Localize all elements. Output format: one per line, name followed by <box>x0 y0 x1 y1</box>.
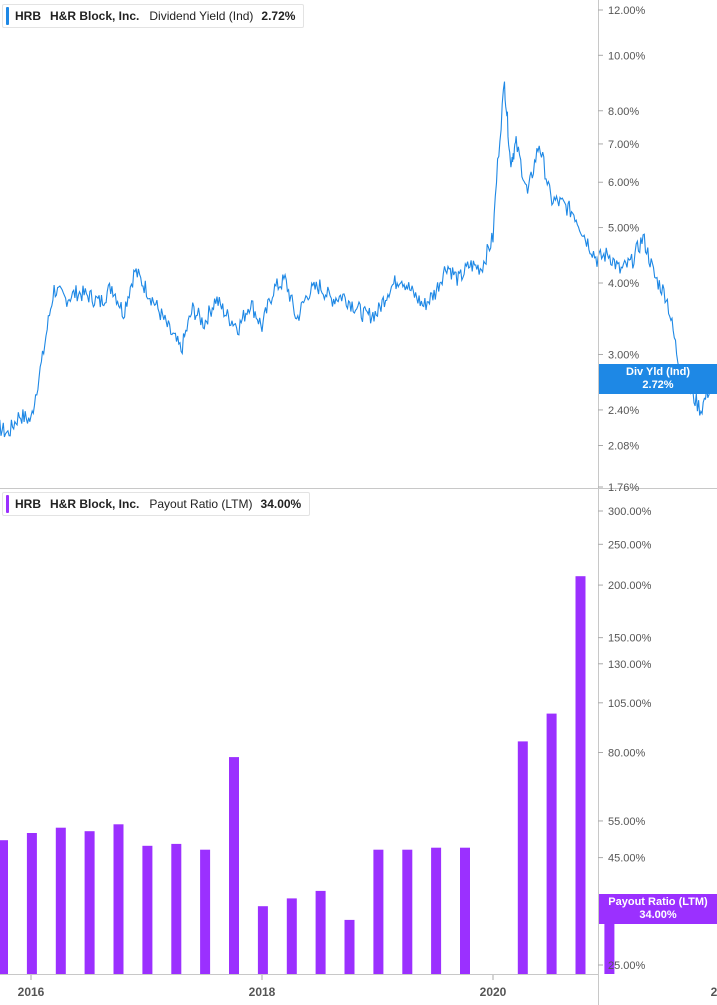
legend-ticker: HRB <box>15 9 41 23</box>
y-tick-label: 250.00% <box>608 539 652 551</box>
series-color-swatch <box>6 495 9 513</box>
payout-ratio-panel <box>0 576 615 974</box>
payout-ratio-bar <box>229 757 239 974</box>
dividend-yield-value-tag: Div Yld (Ind) 2.72% <box>599 363 717 394</box>
payout-ratio-bar <box>0 840 8 974</box>
tag-label: Div Yld (Ind) <box>626 365 690 378</box>
x-tick-label: 2022 <box>711 985 717 999</box>
y-tick-label: 8.00% <box>608 106 639 118</box>
payout-ratio-bar <box>142 845 153 974</box>
dividend-yield-panel <box>0 81 717 438</box>
y-tick-label: 130.00% <box>608 659 652 671</box>
payout-ratio-bar <box>84 831 95 974</box>
legend-value: 34.00% <box>260 497 302 511</box>
payout-ratio-bar <box>171 843 182 974</box>
payout-ratio-bar <box>344 919 355 974</box>
payout-ratio-bar <box>402 849 413 974</box>
x-tick-label: 2020 <box>480 985 507 999</box>
legend-company: H&R Block, Inc. <box>50 497 140 511</box>
y-tick-label: 300.00% <box>608 506 652 518</box>
legend-ticker: HRB <box>15 497 41 511</box>
payout-ratio-bar <box>26 833 37 974</box>
payout-ratio-bar <box>200 849 211 974</box>
y-tick-label: 4.00% <box>608 278 639 290</box>
legend-metric: Dividend Yield (Ind) <box>149 9 254 23</box>
payout-ratio-legend: HRB H&R Block, Inc. Payout Ratio (LTM) 3… <box>2 492 311 516</box>
y-tick-label: 200.00% <box>608 580 652 592</box>
payout-ratio-bar <box>431 847 442 974</box>
legend-metric: Payout Ratio (LTM) <box>149 497 253 511</box>
payout-ratio-bar <box>575 576 586 974</box>
tag-label: Payout Ratio (LTM) <box>608 895 708 908</box>
x-tick-label: 2016 <box>18 985 45 999</box>
payout-ratio-bar <box>257 906 268 974</box>
payout-ratio-value-tag: Payout Ratio (LTM) 34.00% <box>599 893 717 924</box>
payout-ratio-bar <box>113 824 124 974</box>
y-tick-label: 105.00% <box>608 698 652 710</box>
payout-ratio-bar <box>373 849 384 974</box>
y-tick-label: 45.00% <box>608 853 646 865</box>
payout-ratio-bar <box>55 827 66 974</box>
y-tick-label: 5.00% <box>608 223 639 235</box>
legend-value: 2.72% <box>261 9 296 23</box>
y-tick-label: 12.00% <box>608 5 646 17</box>
payout-ratio-bar <box>315 890 326 974</box>
y-tick-label: 55.00% <box>608 816 646 828</box>
payout-ratio-bar <box>517 741 528 974</box>
y-tick-label: 10.00% <box>608 50 646 62</box>
dividend-yield-line <box>0 81 717 438</box>
y-tick-label: 150.00% <box>608 633 652 645</box>
payout-ratio-bar <box>460 847 470 974</box>
x-tick-label: 2018 <box>249 985 276 999</box>
tag-value: 34.00% <box>639 908 677 921</box>
y-tick-label: 25.00% <box>608 960 646 972</box>
y-tick-label: 2.40% <box>608 405 639 417</box>
payout-ratio-bar <box>546 713 557 974</box>
y-tick-label: 7.00% <box>608 139 639 151</box>
dividend-yield-legend: HRB H&R Block, Inc. Dividend Yield (Ind)… <box>2 4 305 28</box>
legend-company: H&R Block, Inc. <box>50 9 140 23</box>
y-tick-label: 6.00% <box>608 177 639 189</box>
y-tick-label: 1.76% <box>608 482 639 494</box>
payout-ratio-bar <box>604 903 615 974</box>
y-tick-label: 2.08% <box>608 440 639 452</box>
payout-ratio-bar <box>286 898 297 974</box>
y-tick-label: 3.00% <box>608 349 639 361</box>
tag-value: 2.72% <box>642 378 674 391</box>
y-tick-label: 80.00% <box>608 747 646 759</box>
series-color-swatch <box>6 7 9 25</box>
